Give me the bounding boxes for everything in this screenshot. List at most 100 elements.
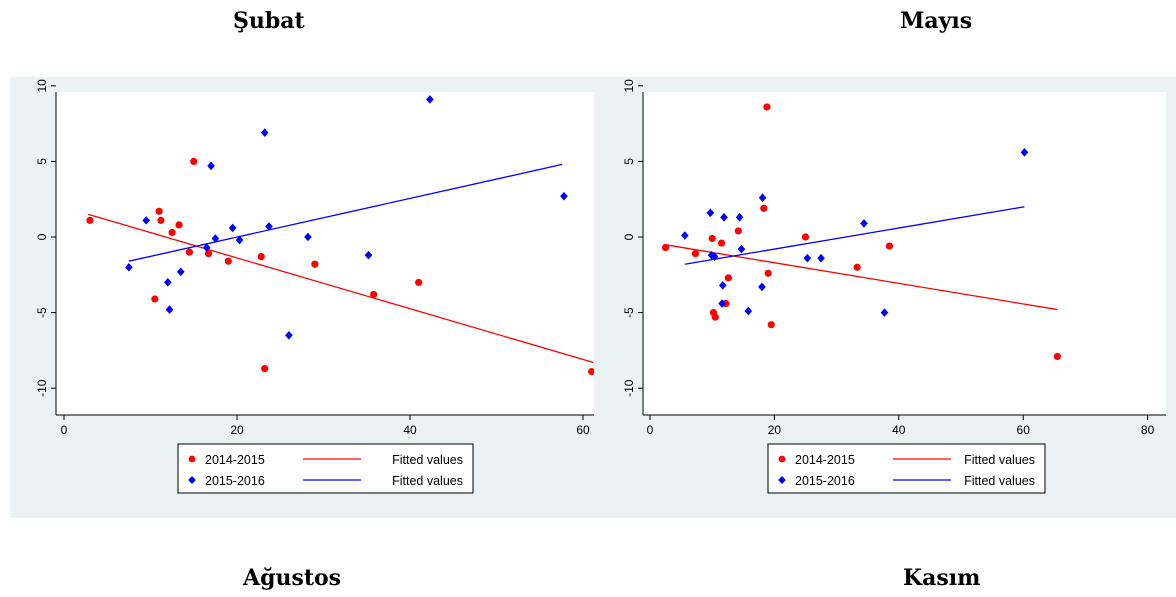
legend-series-label: 2015-2016: [795, 474, 855, 488]
heading-kasim: Kasım: [903, 565, 981, 591]
data-point-2015-2016: [426, 95, 434, 104]
data-point-2015-2016: [860, 219, 868, 228]
data-point-2015-2016: [228, 223, 237, 233]
data-point-2015-2016: [207, 161, 215, 171]
data-point-2014-2015: [1053, 352, 1062, 361]
legend-fitted-label: Fitted values: [392, 474, 463, 488]
data-point-2014-2015: [717, 239, 726, 247]
data-point-2015-2016: [720, 213, 728, 222]
data-point-2014-2015: [175, 221, 183, 229]
data-point-2015-2016: [304, 232, 312, 242]
x-tick-label: 60: [576, 423, 590, 437]
data-point-2014-2015: [168, 228, 176, 237]
heading-mayis: Mayıs: [900, 8, 973, 34]
legend-series-label: 2014-2015: [205, 453, 265, 467]
data-point-2014-2015: [257, 253, 265, 261]
plot-area: [56, 92, 601, 415]
data-point-2014-2015: [224, 257, 232, 265]
data-point-2014-2015: [204, 250, 213, 258]
data-point-2014-2015: [763, 103, 771, 111]
legend-marker-circle: [778, 455, 786, 463]
data-point-2014-2015: [764, 269, 772, 277]
data-point-2014-2015: [760, 204, 768, 212]
data-point-2015-2016: [165, 305, 174, 314]
data-point-2015-2016: [706, 208, 715, 218]
legend-marker-circle: [188, 455, 196, 463]
data-point-2015-2016: [880, 308, 889, 317]
data-point-2015-2016: [817, 253, 825, 263]
data-point-2015-2016: [142, 216, 150, 225]
legend-fitted-label: Fitted values: [964, 474, 1035, 488]
data-point-2014-2015: [415, 278, 423, 286]
data-point-2015-2016: [737, 244, 746, 254]
fitted-line-2014-2015: [664, 243, 1058, 311]
data-point-2014-2015: [157, 216, 165, 224]
y-tick-label: 10: [35, 79, 49, 93]
data-point-2015-2016: [176, 267, 185, 277]
legend-marker-diamond: [188, 476, 196, 484]
legend-fitted-label: Fitted values: [964, 453, 1035, 467]
data-point-2014-2015: [708, 234, 716, 243]
data-point-2014-2015: [185, 248, 194, 256]
x-tick-label: 20: [230, 423, 244, 437]
y-tick-label: -10: [35, 379, 49, 397]
data-point-2015-2016: [211, 234, 220, 243]
data-point-2014-2015: [588, 367, 596, 376]
data-point-2015-2016: [260, 128, 269, 137]
y-tick-label: -10: [622, 379, 636, 397]
y-tick-label: -5: [35, 307, 49, 318]
y-tick-label: 5: [622, 158, 636, 165]
x-tick-label: 20: [768, 423, 782, 437]
y-tick-label: 0: [622, 233, 636, 240]
fitted-line-2015-2016: [684, 206, 1025, 265]
plot-area: [643, 92, 1166, 415]
data-point-2015-2016: [125, 262, 133, 272]
data-point-2014-2015: [661, 243, 670, 252]
x-tick-label: 60: [1017, 423, 1031, 437]
data-point-2014-2015: [853, 263, 861, 271]
data-point-2014-2015: [734, 227, 742, 235]
data-point-2014-2015: [370, 290, 378, 299]
chart-panel-left: -10 -5 0 5 10 0 20 40 60 2014-2015 Fitted values 20…: [10, 77, 601, 518]
y-tick-label: 5: [35, 158, 49, 165]
legend-series-label: 2014-2015: [795, 453, 855, 467]
x-tick-label: 40: [403, 423, 417, 437]
scatter-chart-left: -10 -5 0 5 10 0 20 40 60 2014-2015 Fitted values 20…: [35, 79, 601, 494]
x-tick-label: 80: [1141, 423, 1155, 437]
data-point-2015-2016: [202, 243, 211, 252]
data-point-2015-2016: [718, 281, 727, 290]
heading-subat: Şubat: [233, 8, 305, 34]
data-point-2015-2016: [1020, 148, 1029, 157]
chart-panel-right: -10 -5 0 5 10 0 20 40 60 80 2014-2015 Fitted values…: [594, 77, 1176, 518]
y-tick-label: -5: [622, 307, 636, 318]
data-point-2014-2015: [190, 157, 198, 165]
legend: [767, 443, 1046, 494]
data-point-2014-2015: [155, 207, 163, 215]
data-point-2014-2015: [801, 233, 810, 241]
heading-agustos: Ağustos: [243, 565, 342, 591]
data-point-2014-2015: [724, 274, 732, 282]
x-tick-label: 40: [892, 423, 906, 437]
data-point-2015-2016: [758, 282, 766, 292]
fitted-line-2015-2016: [128, 163, 563, 262]
data-point-2014-2015: [261, 364, 269, 373]
data-point-2014-2015: [711, 313, 719, 321]
x-tick-label: 0: [61, 423, 68, 437]
fitted-line-2014-2015: [88, 213, 594, 364]
data-point-2015-2016: [285, 330, 293, 340]
data-point-2015-2016: [718, 299, 726, 308]
data-point-2014-2015: [311, 260, 319, 268]
scatter-chart-right: -10 -5 0 5 10 0 20 40 60 80 2014-2015 Fitted values…: [622, 79, 1166, 494]
data-point-2015-2016: [364, 250, 373, 260]
data-point-2014-2015: [151, 295, 159, 303]
data-point-2014-2015: [885, 242, 894, 250]
data-point-2015-2016: [758, 193, 767, 202]
y-tick-label: 0: [35, 233, 49, 240]
data-point-2015-2016: [560, 191, 568, 201]
data-point-2015-2016: [235, 235, 244, 245]
data-point-2014-2015: [691, 250, 700, 258]
x-tick-label: 0: [647, 423, 654, 437]
data-point-2014-2015: [86, 216, 94, 224]
data-point-2015-2016: [681, 231, 689, 240]
y-tick-label: 10: [622, 79, 636, 93]
